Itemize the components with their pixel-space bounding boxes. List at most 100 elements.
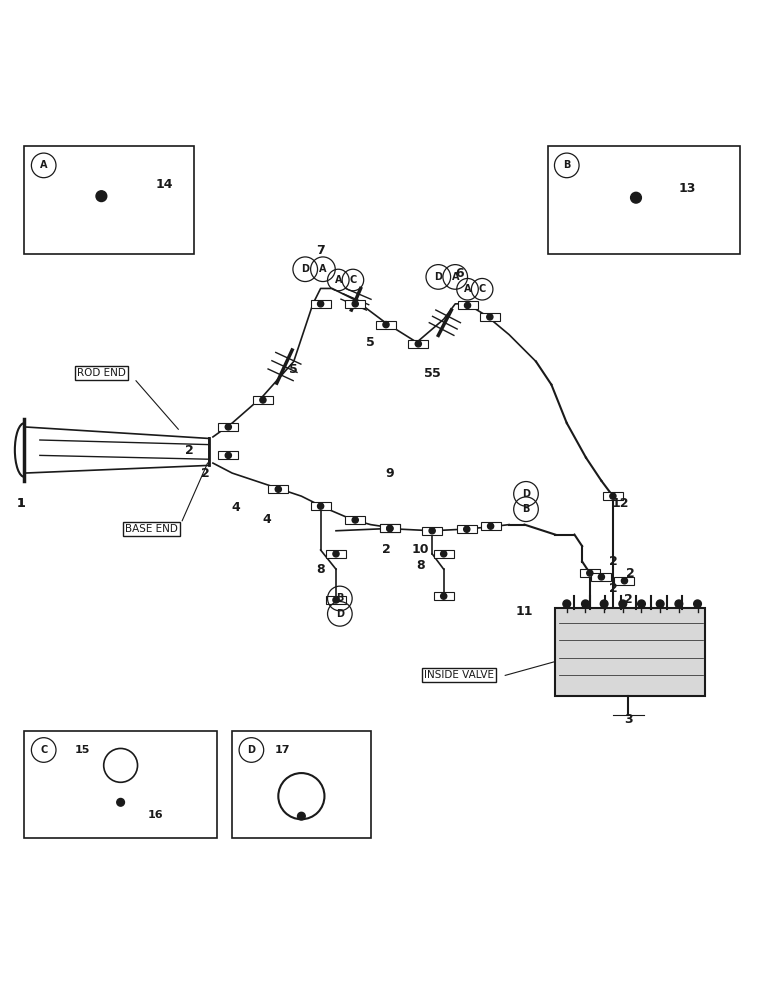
Text: 3: 3 [624,713,632,726]
Circle shape [429,528,435,534]
Circle shape [581,600,589,608]
Text: 6: 6 [455,267,463,280]
Bar [591,573,611,581]
Text: A: A [334,275,342,285]
Bar [269,485,288,493]
Text: 4: 4 [232,501,240,514]
Text: 2: 2 [185,444,195,457]
Text: 17: 17 [275,745,290,755]
Text: ROD END: ROD END [77,368,126,378]
Circle shape [631,192,642,203]
Text: 7: 7 [317,244,325,257]
FancyBboxPatch shape [25,731,217,838]
Circle shape [333,551,339,557]
Text: 13: 13 [679,182,696,195]
FancyBboxPatch shape [25,146,194,254]
Text: C: C [349,275,357,285]
Bar [434,592,454,600]
Circle shape [225,424,232,430]
Circle shape [387,525,393,532]
Text: B: B [336,593,344,603]
FancyBboxPatch shape [547,146,740,254]
Text: 2: 2 [624,593,633,606]
Bar [480,313,499,321]
Text: INSIDE VALVE: INSIDE VALVE [424,670,494,680]
Text: D: D [247,745,256,755]
Bar [326,596,346,604]
Text: 15: 15 [74,745,90,755]
Circle shape [352,517,358,523]
Circle shape [383,322,389,328]
Bar [580,569,600,577]
Circle shape [352,301,358,307]
Circle shape [610,493,616,499]
Bar [253,396,273,404]
Circle shape [415,341,422,347]
Circle shape [587,570,593,576]
Bar [345,300,365,308]
Circle shape [465,302,471,308]
Circle shape [333,597,339,603]
Text: 8: 8 [317,563,325,576]
Bar [326,550,346,558]
Circle shape [297,812,305,820]
Text: D: D [301,264,310,274]
Circle shape [441,551,447,557]
Text: 10: 10 [412,543,429,556]
Bar [434,550,454,558]
Text: 14: 14 [155,178,173,191]
Circle shape [621,578,628,584]
Text: 2: 2 [626,567,635,580]
Text: 2: 2 [608,555,618,568]
Text: 9: 9 [385,467,394,480]
Bar [422,527,442,535]
Bar [380,524,400,532]
Text: 2: 2 [608,582,618,595]
Text: A: A [319,264,327,274]
Text: 5: 5 [366,336,375,349]
Text: 2: 2 [381,543,391,556]
Circle shape [694,600,702,608]
Text: A: A [464,284,471,294]
Text: BASE END: BASE END [125,524,178,534]
Circle shape [276,486,281,492]
Bar [380,524,400,532]
Circle shape [96,191,107,202]
Circle shape [487,314,493,320]
Text: 1: 1 [16,497,25,510]
Bar [376,321,396,329]
Text: D: D [435,272,442,282]
Text: B: B [523,504,530,514]
Text: D: D [336,609,344,619]
Bar [615,577,635,585]
Text: 5: 5 [432,367,440,380]
Circle shape [619,600,627,608]
Text: C: C [479,284,486,294]
Text: 5: 5 [424,367,432,380]
Text: D: D [522,489,530,499]
Bar [408,340,428,348]
Bar [218,423,239,431]
Circle shape [675,600,682,608]
Bar [603,492,623,500]
Text: 5: 5 [290,363,298,376]
Text: A: A [452,272,459,282]
Circle shape [387,525,393,532]
Text: A: A [40,160,47,170]
Circle shape [638,600,645,608]
Bar [310,300,330,308]
Circle shape [117,798,124,806]
Text: C: C [40,745,47,755]
Text: 11: 11 [516,605,533,618]
Circle shape [563,600,571,608]
Circle shape [225,452,232,458]
Bar [345,516,365,524]
Bar [458,301,478,309]
Circle shape [488,523,493,529]
Circle shape [601,600,608,608]
FancyBboxPatch shape [555,608,706,696]
Bar [481,522,500,530]
Circle shape [598,574,604,580]
Circle shape [317,301,323,307]
Text: 12: 12 [612,497,629,510]
